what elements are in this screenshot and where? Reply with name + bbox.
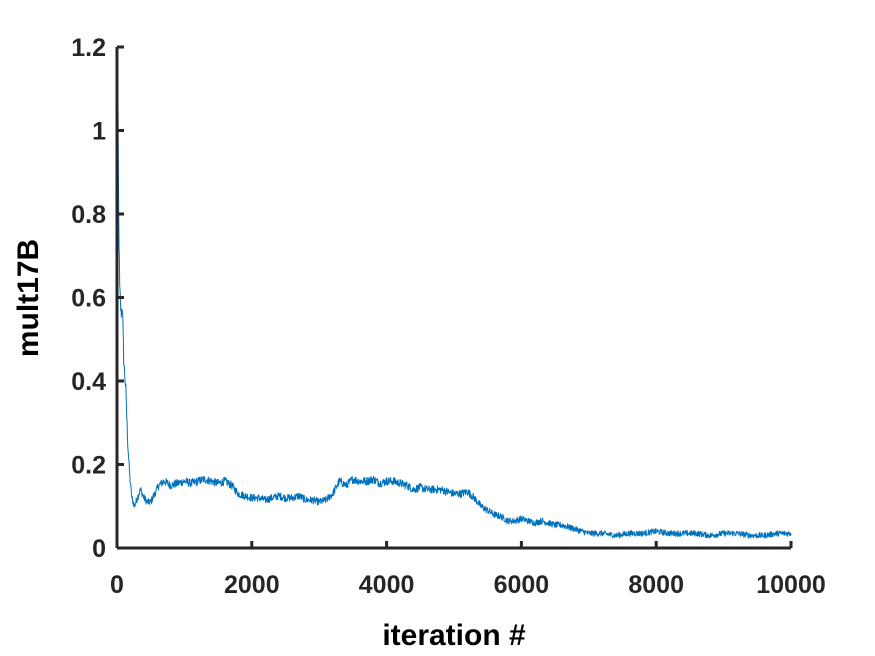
- y-tick-label: 0.8: [71, 201, 106, 229]
- y-tick-label: 0.2: [71, 452, 106, 480]
- y-ticks: 0 0.2 0.4 0.6 0.8 1 1.2: [71, 34, 124, 563]
- x-axis-label: iteration #: [382, 619, 526, 652]
- y-tick-label: 1.2: [71, 34, 106, 62]
- x-tick-label: 0: [110, 571, 124, 599]
- y-tick-label: 0: [92, 535, 106, 563]
- y-axis-label: mult17B: [12, 239, 45, 357]
- y-tick-label: 0.6: [71, 285, 106, 313]
- x-tick-label: 6000: [494, 571, 550, 599]
- x-tick-label: 2000: [224, 571, 280, 599]
- x-tick-label: 10000: [756, 571, 826, 599]
- x-ticks: 0 2000 4000 6000 8000 10000: [110, 541, 826, 599]
- series-line-0: [116, 63, 792, 539]
- y-tick-label: 1: [92, 118, 106, 146]
- x-tick-label: 4000: [359, 571, 415, 599]
- series-layer: [116, 63, 792, 539]
- y-tick-label: 0.4: [71, 368, 106, 396]
- x-tick-label: 8000: [628, 571, 684, 599]
